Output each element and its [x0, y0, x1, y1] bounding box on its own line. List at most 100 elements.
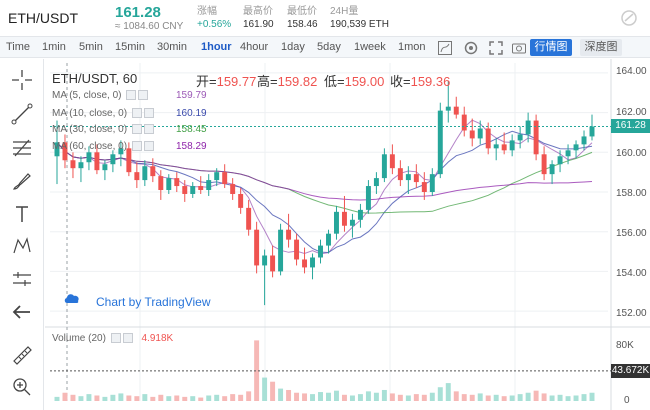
volume-bar [533, 390, 539, 401]
candle-body [549, 164, 555, 175]
settings-icon[interactable] [131, 124, 142, 135]
volume-bar [142, 394, 148, 401]
chart-legend-title: ETH/USDT, 60 [52, 71, 138, 86]
volume-bar [389, 393, 395, 401]
timeframe-1mon[interactable]: 1mon [398, 41, 426, 53]
timeframe-5min[interactable]: 5min [79, 41, 103, 53]
camera-icon[interactable] [511, 40, 527, 56]
timeframe-4hour[interactable]: 4hour [240, 41, 269, 53]
text-icon[interactable] [10, 202, 34, 226]
candle-body [214, 172, 220, 181]
candle-body [94, 152, 100, 171]
volume-bar [445, 383, 451, 401]
candle-body [262, 255, 268, 266]
zoom-in-icon[interactable] [10, 375, 34, 399]
ticker-bar: ETH/USDT 161.28 ≈ 1084.60 CNY 涨幅 +0.56% … [0, 0, 650, 36]
close-icon[interactable] [138, 90, 149, 101]
low-value-readout: 159.00 [344, 74, 385, 89]
brush-icon[interactable] [10, 169, 34, 193]
timeframe-30min[interactable]: 30min [157, 41, 187, 53]
price-tick: 152.00 [616, 308, 647, 319]
volume-bar [493, 394, 499, 401]
timeframe-5day[interactable]: 5day [317, 41, 341, 53]
candle-body [341, 211, 347, 226]
settings-icon[interactable] [131, 108, 142, 119]
timeframe-time[interactable]: Time [6, 41, 31, 53]
fib-retracement-icon[interactable] [10, 136, 34, 160]
ma60-label: MA (60, close, 0) [52, 141, 128, 152]
back-arrow-icon[interactable] [10, 300, 34, 324]
volume-bar [262, 377, 268, 401]
price-tick: 156.00 [616, 228, 647, 239]
volume-bar [94, 395, 100, 401]
timeframe-1hour[interactable]: 1hour [201, 41, 232, 53]
volume-bar [373, 392, 379, 401]
timeframe-15min[interactable]: 15min [115, 41, 145, 53]
close-icon[interactable] [143, 141, 154, 152]
last-price: 161.28 [115, 4, 161, 21]
volume-tick: 80K [616, 340, 634, 351]
candle-body [429, 174, 435, 192]
candle-body [405, 174, 411, 181]
candle-body [365, 186, 371, 210]
low-readout: 低=159.00 [324, 71, 384, 90]
ma10-line [56, 130, 593, 254]
volume-bar [357, 394, 363, 401]
candle-body [389, 154, 395, 169]
candle-body [278, 229, 284, 272]
close-icon[interactable] [143, 124, 154, 135]
candle-body [174, 178, 180, 187]
volume-bar [182, 396, 188, 401]
timeframe-1day[interactable]: 1day [281, 41, 305, 53]
settings-icon[interactable] [463, 40, 479, 56]
volume-bar [214, 394, 220, 401]
trend-line-icon[interactable] [10, 102, 34, 126]
candle-body [246, 207, 252, 230]
volume-bar [70, 394, 76, 401]
measure-icon[interactable] [10, 267, 34, 291]
volume-bar [78, 396, 84, 401]
tradingview-branding[interactable]: Chart by TradingView [96, 295, 211, 309]
price-tick: 162.00 [616, 107, 647, 118]
volume-bar [405, 395, 411, 401]
indicators-icon[interactable] [437, 40, 453, 56]
ma5-line [56, 119, 593, 255]
pattern-icon[interactable] [10, 234, 34, 258]
timeframe-1min[interactable]: 1min [42, 41, 66, 53]
crosshair-icon[interactable] [10, 68, 34, 92]
fullscreen-icon[interactable] [488, 40, 504, 56]
timeframe-1week[interactable]: 1week [354, 41, 386, 53]
low-label-readout: 低= [324, 74, 345, 89]
close-value: 159.36 [410, 74, 451, 89]
volume-bar [310, 394, 315, 401]
pair-name[interactable]: ETH/USDT [8, 10, 78, 26]
ma60-value: 158.29 [176, 141, 207, 152]
candle-body [525, 120, 531, 135]
settings-icon[interactable] [110, 333, 121, 344]
ruler-icon[interactable] [10, 343, 34, 367]
price-tick: 164.00 [616, 66, 647, 77]
volume-bar [541, 393, 547, 401]
settings-icon[interactable] [126, 90, 137, 101]
candle-body [509, 140, 515, 151]
volume-bar [278, 388, 284, 401]
close-icon[interactable] [122, 333, 133, 344]
low-label: 最低价 [287, 6, 317, 17]
candle-body [589, 126, 595, 137]
depth-view-button[interactable]: 深度图 [580, 39, 622, 56]
candle-body [581, 136, 587, 145]
volume-bar [397, 394, 403, 401]
volume-bar [469, 394, 475, 401]
candle-body [78, 162, 84, 169]
price-chart[interactable] [45, 59, 650, 410]
candle-body [493, 144, 499, 149]
candle-body [326, 233, 331, 246]
chart-view-button[interactable]: 行情图 [530, 39, 572, 56]
candle-body [126, 148, 132, 173]
ma30-legend: MA (30, close, 0) 158.45 [52, 124, 207, 135]
volume-bar [102, 396, 108, 401]
candle-body [62, 142, 68, 161]
settings-icon[interactable] [131, 141, 142, 152]
close-icon[interactable] [143, 108, 154, 119]
